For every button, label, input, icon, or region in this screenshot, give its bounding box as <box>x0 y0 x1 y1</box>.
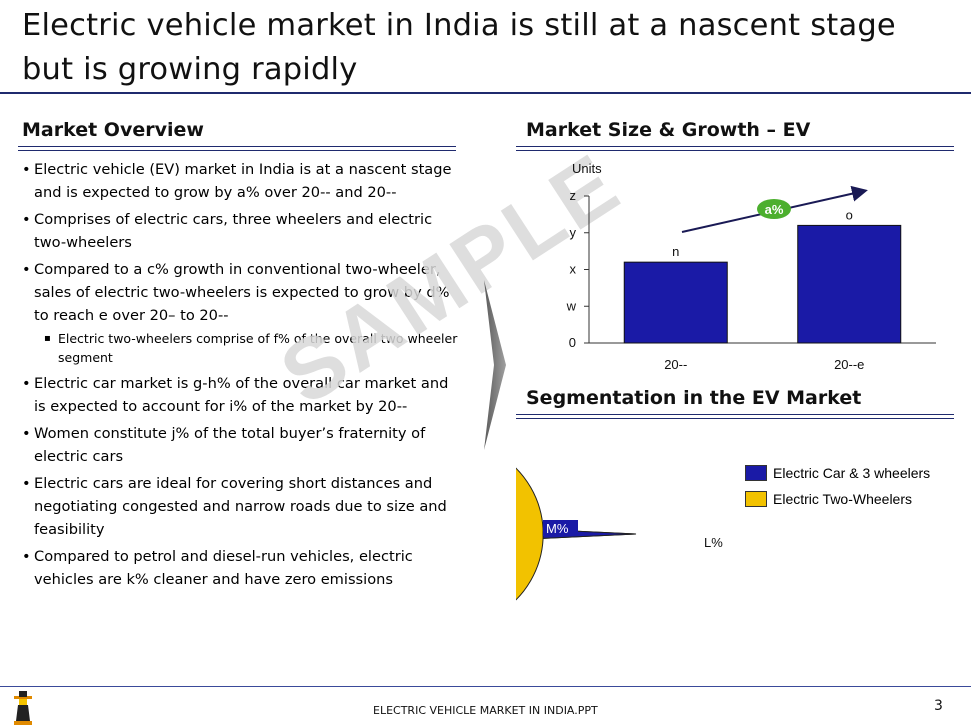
legend-label-cars: Electric Car & 3 wheelers <box>773 465 931 481</box>
overview-bullet: Electric car market is g-h% of the overa… <box>22 372 462 418</box>
overview-bullet: Women constitute j% of the total buyer’s… <box>22 422 462 468</box>
pie-label-small: M% <box>543 520 578 536</box>
segmentation-heading: Segmentation in the EV Market <box>526 387 862 409</box>
overview-bullet: Electric vehicle (EV) market in India is… <box>22 158 462 204</box>
legend-swatch-two-wheelers <box>745 491 767 507</box>
market-overview-heading: Market Overview <box>22 119 204 141</box>
bar-data-label: n <box>672 244 679 259</box>
market-size-heading: Market Size & Growth – EV <box>526 119 811 141</box>
bar-data-label: o <box>846 207 853 222</box>
overview-sub-bullet: Electric two-wheelers comprise of f% of … <box>22 329 462 367</box>
page-title: Electric vehicle market in India is stil… <box>22 8 896 87</box>
overview-bullet: Electric cars are ideal for covering sho… <box>22 472 462 541</box>
bar-category-label: 20-- <box>664 357 687 372</box>
overview-rule-2 <box>18 150 456 151</box>
pie-label-small-bg <box>543 520 578 536</box>
bar-category-label: 20--e <box>834 357 864 372</box>
pie-label-large: L% <box>704 535 723 550</box>
bar-ylabel: Units <box>572 161 602 176</box>
bar-mark <box>797 224 902 344</box>
bar-y-tick-label: 0 <box>569 335 576 350</box>
footer-file-name: ELECTRIC VEHICLE MARKET IN INDIA.PPT <box>373 704 598 717</box>
overview-bullet: Comprises of electric cars, three wheele… <box>22 208 462 254</box>
overview-bullet-list: Electric vehicle (EV) market in India is… <box>22 158 462 595</box>
overview-bullet: Compared to a c% growth in conventional … <box>22 258 462 327</box>
overview-rule-1 <box>18 146 456 147</box>
market-size-rule-2 <box>516 150 954 151</box>
bar-y-tick-label: z <box>570 188 577 203</box>
segmentation-rule-2 <box>516 418 954 419</box>
bar-mark <box>623 261 728 344</box>
bar-y-tick-label: w <box>566 298 577 313</box>
segmentation-rule-1 <box>516 414 954 415</box>
legend-label-two-wheelers: Electric Two-Wheelers <box>773 491 913 507</box>
page-number: 3 <box>934 698 943 714</box>
bar-y-tick-label: y <box>570 225 577 240</box>
bar-y-tick-label: x <box>570 262 577 277</box>
lighthouse-logo-icon <box>14 691 32 725</box>
legend-swatch-cars <box>745 465 767 481</box>
market-size-rule-1 <box>516 146 954 147</box>
market-size-bar-chart: Units 0 w x y z n 20-- o 20--e a% <box>566 161 936 372</box>
pie-label-small-text: M% <box>546 521 569 536</box>
growth-badge <box>757 199 791 219</box>
title-rule <box>0 92 971 94</box>
growth-badge-label: a% <box>765 202 784 217</box>
bar-marks: n 20-- o 20--e <box>623 207 902 372</box>
overview-bullet: Compared to petrol and diesel-run vehicl… <box>22 545 462 591</box>
segmentation-pie-chart: M% L% <box>516 467 723 601</box>
footer-rule <box>0 686 971 687</box>
chevron-arrow-icon <box>484 280 506 450</box>
